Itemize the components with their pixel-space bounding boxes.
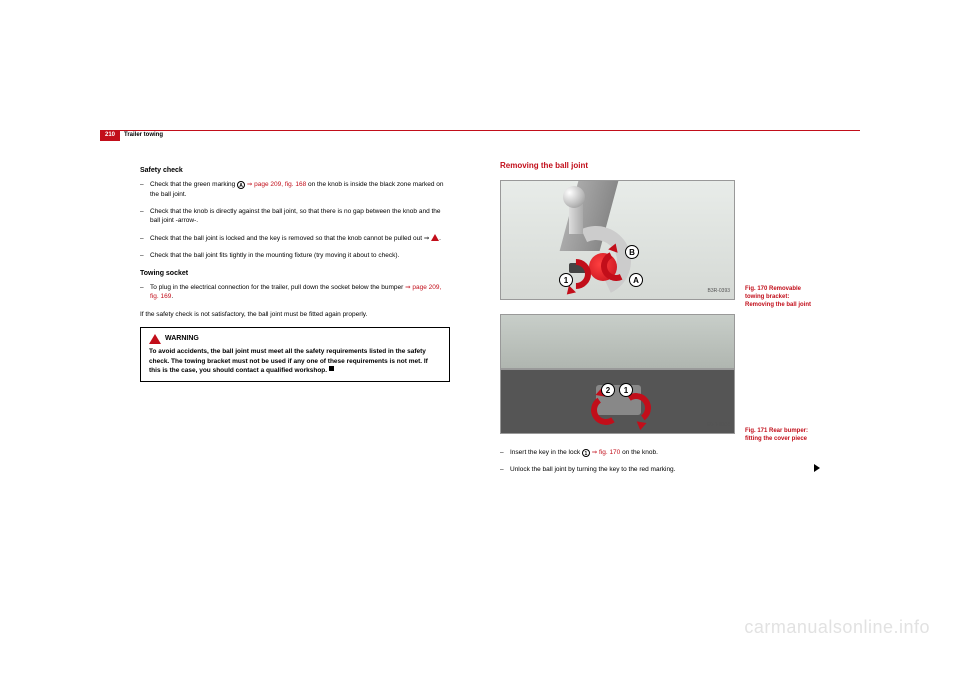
marker-1-icon: 1 <box>582 449 590 457</box>
figure-id: B3R-0393 <box>707 288 730 295</box>
manual-page: 210 Trailer towing Safety check – Check … <box>100 130 860 570</box>
item-text: Unlock the ball joint by turning the key… <box>510 465 820 474</box>
warning-box: WARNING To avoid accidents, the ball joi… <box>140 327 450 382</box>
page-header: 210 Trailer towing <box>100 130 860 144</box>
list-item: – To plug in the electrical connection f… <box>140 283 450 302</box>
figure-row: 1 A B B3R-0393 Fig. 170 Removable towing… <box>500 180 820 310</box>
figure-170-caption: Fig. 170 Removable towing bracket: Remov… <box>745 286 815 309</box>
section-title: Trailer towing <box>124 132 163 138</box>
safety-check-heading: Safety check <box>140 166 450 176</box>
list-item: – Check that the green marking A ⇒ page … <box>140 180 450 199</box>
figure-id: B3R-0394 <box>707 422 730 429</box>
cross-ref: ⇒ page 209, fig. 168 <box>245 181 306 188</box>
figure-170: 1 A B B3R-0393 <box>500 180 735 300</box>
warning-body: To avoid accidents, the ball joint must … <box>149 347 441 375</box>
watermark: carmanualsonline.info <box>744 617 930 638</box>
cross-ref: ⇒ fig. 170 <box>590 449 620 456</box>
callout-1: 1 <box>559 273 573 287</box>
list-item: – Check that the knob is directly agains… <box>140 207 450 226</box>
warning-triangle-icon <box>149 334 161 344</box>
item-text: . <box>439 235 441 242</box>
item-text: on the knob. <box>620 449 658 456</box>
callout-2: 2 <box>601 383 615 397</box>
callout-1: 1 <box>619 383 633 397</box>
end-square-icon <box>329 366 334 371</box>
item-text: . <box>171 293 173 300</box>
list-item: – Insert the key in the lock 1 ⇒ fig. 17… <box>500 448 820 457</box>
right-column: Removing the ball joint 1 A B B3R-0393 F… <box>500 160 820 474</box>
callout-a: A <box>629 273 643 287</box>
warning-label: WARNING <box>165 334 199 344</box>
figure-row: 2 1 B3R-0394 Fig. 171 Rear bumper: fitti… <box>500 314 820 444</box>
left-column: Safety check – Check that the green mark… <box>140 160 450 382</box>
callout-b: B <box>625 245 639 259</box>
warning-triangle-icon <box>431 234 439 241</box>
figure-171: 2 1 B3R-0394 <box>500 314 735 434</box>
item-text: Check that the green marking <box>150 181 237 188</box>
list-item: – Unlock the ball joint by turning the k… <box>500 465 820 474</box>
item-text: Insert the key in the lock <box>510 449 582 456</box>
page-number: 210 <box>100 130 120 141</box>
item-text: To plug in the electrical connection for… <box>150 284 405 291</box>
warning-header: WARNING <box>149 334 441 344</box>
figure-171-caption: Fig. 171 Rear bumper: fitting the cover … <box>745 428 815 444</box>
note-text: If the safety check is not satisfactory,… <box>140 310 450 319</box>
item-text: Check that the ball joint fits tightly i… <box>150 251 450 260</box>
list-item: – Check that the ball joint is locked an… <box>140 234 450 243</box>
continue-arrow-icon <box>814 464 820 472</box>
item-text: Check that the knob is directly against … <box>150 207 450 226</box>
removing-ball-joint-heading: Removing the ball joint <box>500 160 820 172</box>
list-item: – Check that the ball joint fits tightly… <box>140 251 450 260</box>
marker-a-icon: A <box>237 181 245 189</box>
towing-socket-heading: Towing socket <box>140 269 450 279</box>
item-text: Check that the ball joint is locked and … <box>150 235 431 242</box>
header-rule <box>120 130 860 131</box>
